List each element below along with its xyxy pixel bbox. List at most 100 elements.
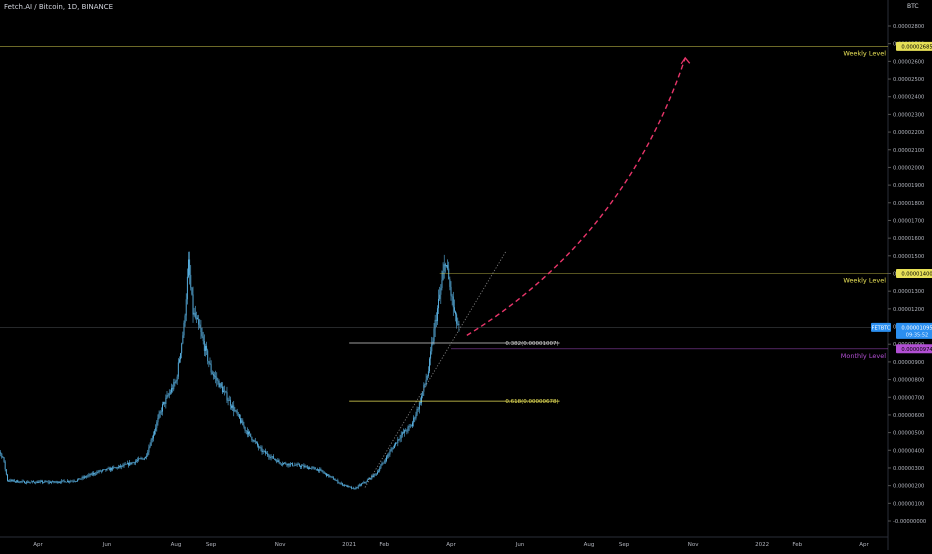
candle-body (165, 397, 167, 404)
candle-body (40, 481, 42, 482)
candle-body (4, 461, 6, 470)
y-tick-label: 0.00001900 (893, 183, 924, 189)
candle-body (46, 481, 48, 483)
candle-body (330, 476, 332, 477)
candle-body (119, 465, 120, 467)
candle-body (56, 481, 58, 483)
y-tick-label: 0.00001300 (893, 289, 924, 295)
x-tick-label: Sep (619, 542, 630, 548)
candle-body (210, 364, 212, 373)
candle-body (374, 473, 376, 475)
candle-body (260, 447, 262, 449)
candle-body (201, 332, 203, 337)
x-tick-label: Sep (206, 542, 217, 548)
candle-body (140, 458, 142, 459)
candle-body (443, 264, 445, 272)
candle-body (219, 383, 221, 388)
candle-body (383, 461, 385, 463)
candle-body (74, 481, 76, 482)
candle-body (160, 411, 162, 413)
candle-body (279, 462, 281, 464)
candle-body (414, 417, 416, 419)
candle-body (90, 473, 92, 476)
candle-body (249, 431, 251, 434)
candle-body (310, 467, 312, 469)
candle-body (189, 259, 191, 275)
candle-body (296, 464, 298, 466)
candle-body (320, 469, 322, 470)
candle-body (11, 479, 13, 481)
candle-body (129, 462, 131, 466)
x-tick-label: Aug (584, 542, 595, 548)
candle-body (225, 391, 227, 393)
candle-body (300, 466, 301, 468)
candle-body (131, 462, 133, 465)
candle-body (98, 470, 100, 473)
candle-body (326, 473, 327, 476)
candle-body (223, 390, 225, 393)
candle-body (97, 472, 99, 473)
y-tick-label: 0.00002000 (893, 165, 924, 171)
symbol-title: Fetch.AI / Bitcoin, 1D, BINANCE (4, 3, 114, 11)
y-tick-label: 0.00002800 (893, 24, 924, 30)
candle-body (221, 386, 223, 393)
candle-body (3, 457, 5, 462)
candle-body (12, 479, 14, 481)
candle-body (380, 465, 382, 469)
candle-body (77, 479, 79, 482)
candle-body (415, 414, 417, 419)
level-price-badge (896, 269, 932, 278)
candle-body (367, 479, 369, 480)
candle-body (422, 391, 424, 396)
candle-body (96, 472, 98, 474)
candle-body (35, 482, 37, 484)
candle-body (250, 433, 252, 437)
candle-body (335, 480, 337, 481)
candle-body (262, 450, 264, 453)
candle-body (203, 340, 205, 351)
candle-body (171, 388, 172, 393)
candle-body (303, 465, 305, 468)
candle-body (450, 286, 452, 296)
candle-body (271, 456, 273, 457)
candle-body (245, 430, 247, 432)
candle-body (412, 422, 413, 427)
candle-body (311, 467, 313, 469)
x-tick-label: Feb (379, 542, 389, 548)
candle-body (419, 402, 421, 404)
x-tick-label: Nov (275, 542, 286, 548)
candle-body (407, 426, 409, 432)
candle-body (347, 485, 349, 487)
candle-body (17, 480, 19, 483)
candle-body (403, 432, 404, 433)
candle-body (254, 440, 256, 442)
y-tick-label: 0.00002600 (893, 59, 924, 65)
candle-body (313, 467, 315, 469)
candle-body (283, 463, 284, 465)
candle-body (62, 480, 64, 482)
candle-body (197, 317, 198, 320)
candle-body (248, 431, 249, 435)
candle-body (216, 377, 218, 381)
candle-body (341, 483, 343, 486)
level-price-label: 0.00000974 (901, 347, 932, 353)
candle-body (155, 427, 157, 431)
y-tick-label: 0.00002300 (893, 112, 924, 118)
candle-body (26, 481, 28, 484)
x-tick-label: Feb (792, 542, 802, 548)
symbol-badge (871, 322, 891, 332)
candle-body (410, 425, 412, 427)
y-tick-label: 0.00000200 (893, 484, 924, 490)
candle-body (156, 422, 158, 428)
candle-body (8, 480, 10, 482)
candle-body (14, 481, 16, 483)
candle-body (175, 380, 177, 383)
candle-body (168, 393, 170, 396)
candle-body (53, 481, 55, 483)
candle-body (218, 380, 220, 388)
y-tick-label: 0.00002200 (893, 130, 924, 136)
candle-body (125, 464, 127, 465)
candle-body (432, 341, 434, 344)
